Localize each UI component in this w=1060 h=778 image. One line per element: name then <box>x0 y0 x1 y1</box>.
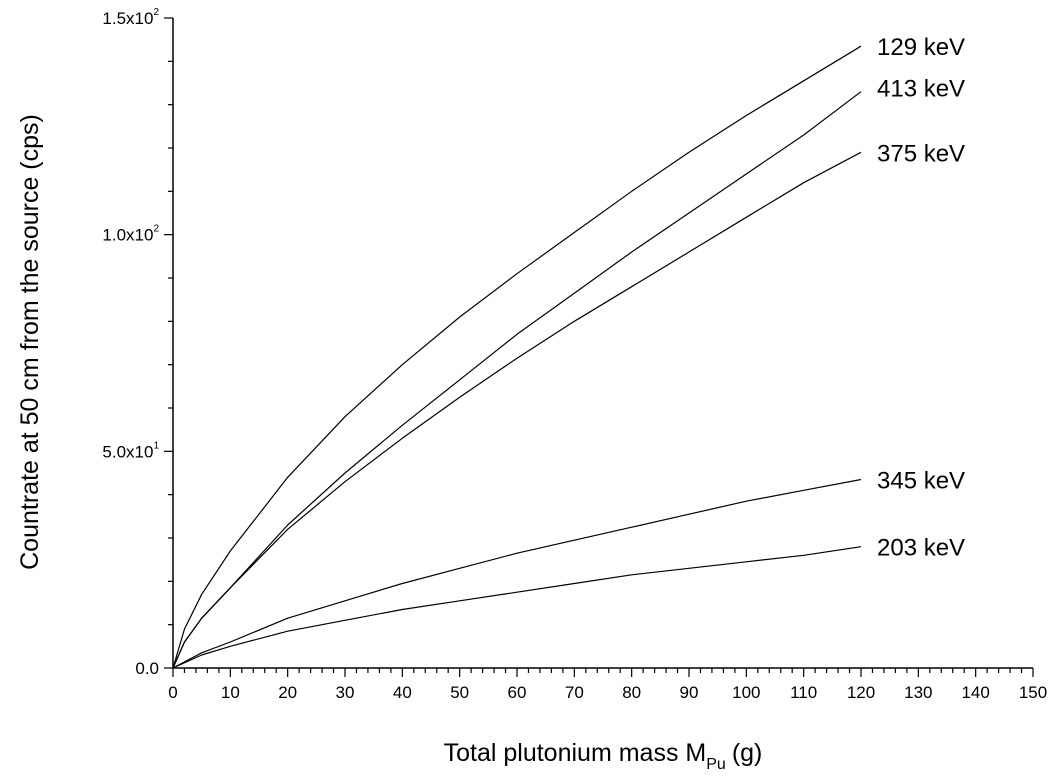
x-tick-label: 90 <box>680 683 699 702</box>
y-tick-label: 0.0 <box>135 659 159 678</box>
x-tick-label: 110 <box>790 683 817 702</box>
x-tick-label: 140 <box>961 683 989 702</box>
series-lines <box>172 45 862 669</box>
series-label: 129 keV <box>877 34 965 61</box>
y-axis-title: Countrate at 50 cm from the source (cps) <box>16 114 44 570</box>
x-axis-ticks: 0 10 20 30 40 50 60 70 80 90 100 110 120 130 140 150 <box>168 668 1047 702</box>
x-tick-label: 130 <box>904 683 932 702</box>
series-line-203-kev <box>172 546 862 669</box>
x-tick-label: 70 <box>565 683 584 702</box>
series-line-375-kev <box>172 151 862 669</box>
x-tick-label: 80 <box>622 683 641 702</box>
series-line-413-kev <box>172 91 862 669</box>
x-tick-label: 150 <box>1019 683 1047 702</box>
x-tick-label: 20 <box>278 683 297 702</box>
x-tick-label: 50 <box>450 683 469 702</box>
y-tick-label: 1.5x102 <box>102 7 159 28</box>
x-tick-label: 60 <box>508 683 527 702</box>
series-labels: 129 keV 413 keV 375 keV 345 keV 203 keV <box>877 34 965 562</box>
series-label: 413 keV <box>877 76 965 103</box>
x-tick-label: 120 <box>847 683 875 702</box>
y-tick-label: 1.0x102 <box>102 224 159 245</box>
x-tick-label: 30 <box>336 683 355 702</box>
series-line-345-kev <box>172 478 862 669</box>
series-label: 375 keV <box>877 140 965 167</box>
series-line-129-kev <box>172 45 862 669</box>
x-axis-title-subscript: Pu <box>706 756 726 773</box>
x-axis-title-main: Total plutonium mass M <box>444 739 707 767</box>
x-tick-label: 40 <box>393 683 412 702</box>
y-tick-label: 5.0x101 <box>102 440 159 461</box>
x-axis-title: Total plutonium mass MPu (g) <box>444 739 763 773</box>
series-label: 203 keV <box>877 535 965 562</box>
x-tick-label: 10 <box>221 683 240 702</box>
x-tick-label: 0 <box>168 683 177 702</box>
series-label: 345 keV <box>877 468 965 495</box>
axes <box>172 18 1033 669</box>
x-axis-title-unit: (g) <box>732 739 763 767</box>
y-axis-ticks: 0.0 5.0x101 1.0x102 1.5x102 <box>102 7 173 678</box>
x-tick-label: 100 <box>732 683 760 702</box>
